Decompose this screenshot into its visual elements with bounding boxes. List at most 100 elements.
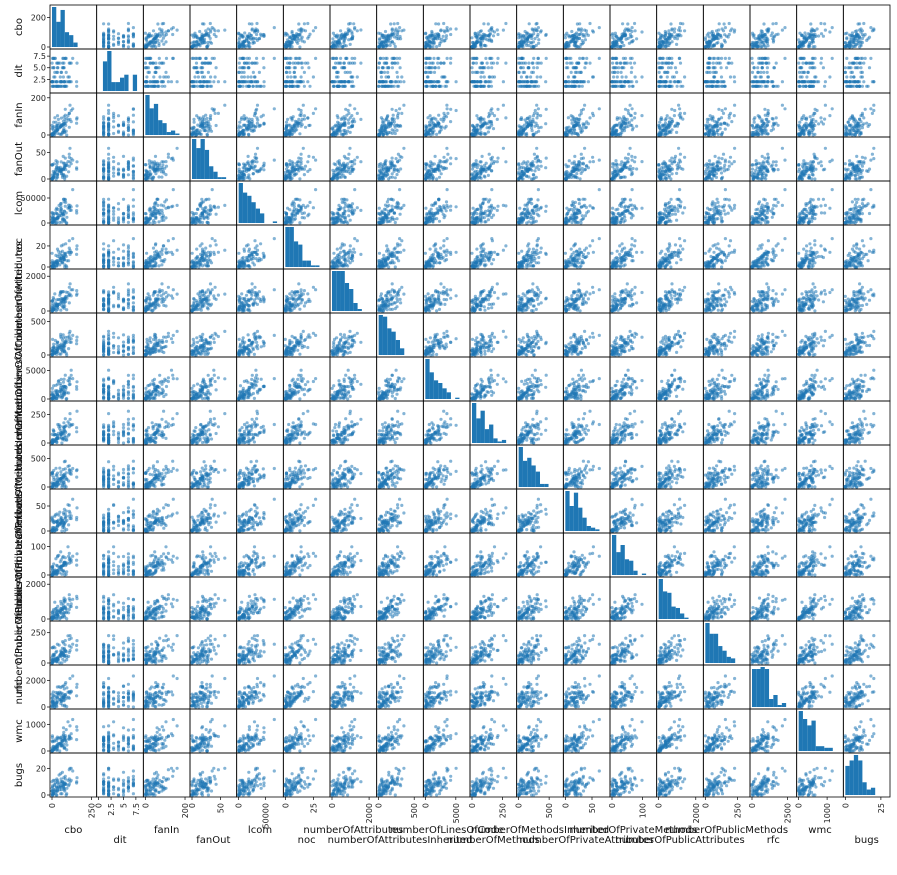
scatter-point bbox=[132, 159, 135, 162]
scatter-point bbox=[477, 31, 480, 34]
scatter-point bbox=[631, 57, 634, 60]
scatter-point bbox=[532, 66, 535, 69]
scatter-point bbox=[151, 85, 154, 88]
scatter-point bbox=[53, 116, 56, 119]
scatter-point bbox=[855, 85, 858, 88]
scatter-point bbox=[663, 85, 666, 88]
scatter-point bbox=[102, 118, 105, 121]
scatter-point bbox=[797, 62, 800, 65]
scatter-point bbox=[819, 62, 822, 65]
scatter-point bbox=[68, 112, 71, 115]
scatter-point bbox=[625, 38, 628, 41]
scatter-point bbox=[724, 128, 727, 131]
scatter-point bbox=[251, 42, 254, 45]
scatter-point bbox=[845, 57, 848, 60]
scatter-point bbox=[382, 126, 385, 129]
scatter-point bbox=[733, 29, 736, 32]
scatter-point bbox=[578, 57, 581, 60]
scatter-point bbox=[395, 129, 398, 132]
panel-fanIn-vs-numberOfMethodsInherited bbox=[517, 93, 564, 137]
scatter-point bbox=[152, 75, 155, 78]
scatter-point bbox=[854, 80, 857, 83]
scatter-point bbox=[359, 28, 362, 31]
scatter-point bbox=[297, 57, 300, 60]
scatter-point bbox=[811, 125, 814, 128]
panel-dit-vs-dit bbox=[97, 49, 144, 93]
scatter-point bbox=[251, 62, 254, 65]
scatter-point bbox=[808, 45, 811, 48]
panel-cbo-vs-noc bbox=[283, 5, 330, 49]
scatter-point bbox=[845, 85, 848, 88]
scatter-point bbox=[302, 104, 305, 107]
scatter-point bbox=[245, 37, 248, 40]
scatter-point bbox=[53, 131, 56, 134]
scatter-point bbox=[217, 80, 220, 83]
panel-dit-vs-fanIn bbox=[143, 49, 190, 93]
scatter-point bbox=[755, 80, 758, 83]
scatter-point bbox=[820, 57, 823, 60]
scatter-point bbox=[102, 130, 105, 133]
panel-dit-vs-wmc bbox=[797, 49, 844, 93]
scatter-point bbox=[723, 22, 726, 25]
scatter-point bbox=[871, 80, 874, 83]
scatter-point bbox=[770, 34, 773, 37]
scatter-point bbox=[395, 57, 398, 60]
scatter-point bbox=[709, 57, 712, 60]
scatter-point bbox=[851, 71, 854, 74]
scatter-point bbox=[800, 66, 803, 69]
scatter-point bbox=[671, 75, 674, 78]
scatter-point bbox=[204, 57, 207, 60]
scatter-point bbox=[379, 57, 382, 60]
scatter-point bbox=[62, 62, 65, 65]
scatter-point bbox=[62, 75, 65, 78]
scatter-point bbox=[455, 109, 458, 112]
scatter-point bbox=[353, 62, 356, 65]
scatter-point bbox=[479, 117, 482, 120]
scatter-point bbox=[530, 45, 533, 48]
scatter-point bbox=[353, 107, 356, 110]
panel-fanIn-vs-rfc bbox=[750, 93, 797, 137]
scatter-point bbox=[532, 57, 535, 60]
scatter-point bbox=[671, 35, 674, 38]
scatter-point bbox=[520, 62, 523, 65]
scatter-point bbox=[859, 71, 862, 74]
scatter-point bbox=[65, 117, 68, 120]
scatter-point bbox=[487, 130, 490, 133]
scatter-point bbox=[205, 117, 208, 120]
scatter-point bbox=[127, 27, 130, 30]
scatter-point bbox=[519, 126, 522, 129]
scatter-point bbox=[437, 114, 440, 117]
scatter-point bbox=[720, 66, 723, 69]
scatter-point bbox=[862, 22, 865, 25]
scatter-point bbox=[157, 42, 160, 45]
scatter-point bbox=[479, 128, 482, 131]
scatter-point bbox=[709, 114, 712, 117]
scatter-point bbox=[112, 125, 115, 128]
scatter-point bbox=[526, 125, 529, 128]
scatter-point bbox=[446, 57, 449, 60]
scatter-point bbox=[624, 57, 627, 60]
scatter-point bbox=[333, 34, 336, 37]
scatter-point bbox=[437, 57, 440, 60]
scatter-point bbox=[766, 80, 769, 83]
scatter-point bbox=[490, 57, 493, 60]
scatter-point bbox=[712, 71, 715, 74]
scatter-point bbox=[144, 37, 147, 40]
scatter-point bbox=[332, 85, 335, 88]
scatter-point bbox=[805, 37, 808, 40]
scatter-point bbox=[805, 80, 808, 83]
scatter-point bbox=[158, 162, 161, 165]
scatter-point bbox=[527, 62, 530, 65]
scatter-point bbox=[712, 66, 715, 69]
scatter-point bbox=[751, 80, 754, 83]
scatter-point bbox=[176, 147, 179, 150]
scatter-point bbox=[621, 75, 624, 78]
scatter-point bbox=[300, 120, 303, 123]
scatter-point bbox=[824, 80, 827, 83]
scatter-point bbox=[588, 22, 591, 25]
scatter-point bbox=[852, 85, 855, 88]
scatter-point bbox=[570, 62, 573, 65]
scatter-point bbox=[250, 34, 253, 37]
scatter-point bbox=[632, 126, 635, 129]
scatter-point bbox=[402, 80, 405, 83]
